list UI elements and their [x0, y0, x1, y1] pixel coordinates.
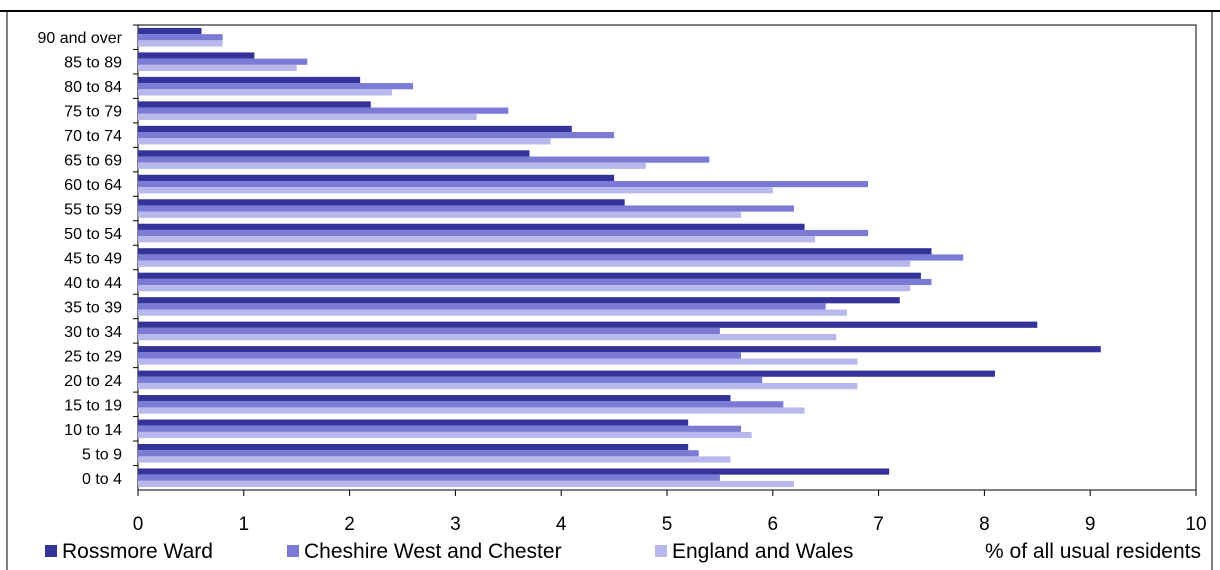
bar-1-17 — [138, 450, 699, 457]
bar-2-4 — [138, 138, 551, 145]
bar-2-6 — [138, 187, 773, 194]
x-tick-label: 3 — [450, 514, 461, 535]
bar-1-10 — [138, 278, 932, 286]
bar-0-13 — [138, 346, 1101, 353]
bar-0-8 — [138, 223, 805, 230]
category-label: 25 to 29 — [64, 348, 122, 365]
bar-1-4 — [138, 132, 615, 139]
category-label: 65 to 69 — [64, 153, 122, 170]
bar-0-16 — [138, 419, 689, 426]
bar-0-10 — [138, 272, 921, 279]
bar-1-3 — [138, 107, 509, 114]
bar-0-1 — [138, 52, 255, 59]
category-label: 20 to 24 — [64, 373, 122, 390]
bar-2-1 — [138, 64, 297, 72]
bar-2-0 — [138, 40, 223, 47]
bar-0-3 — [138, 101, 371, 108]
bar-2-18 — [138, 480, 794, 488]
category-label: 75 to 79 — [64, 104, 122, 121]
bar-1-7 — [138, 205, 794, 212]
bar-2-16 — [138, 431, 752, 439]
bar-2-14 — [138, 382, 858, 390]
category-label: 50 to 54 — [64, 226, 122, 243]
category-label: 55 to 59 — [64, 202, 122, 219]
category-label: 80 to 84 — [64, 79, 122, 96]
category-label: 10 to 14 — [64, 422, 122, 439]
x-tick-label: 9 — [1085, 514, 1096, 535]
bar-1-9 — [138, 254, 964, 261]
x-tick-label: 6 — [768, 514, 779, 535]
category-label: 85 to 89 — [64, 55, 122, 72]
bar-0-4 — [138, 125, 572, 133]
bar-0-6 — [138, 174, 615, 181]
bar-0-14 — [138, 370, 995, 377]
x-axis-label: % of all usual residents — [985, 540, 1201, 563]
bar-1-16 — [138, 425, 742, 432]
bar-2-5 — [138, 162, 646, 169]
bar-2-17 — [138, 456, 731, 463]
x-tick-label: 1 — [239, 514, 250, 535]
bar-2-13 — [138, 358, 858, 365]
bar-2-8 — [138, 236, 816, 243]
bars-group — [138, 27, 1101, 488]
category-label: 0 to 4 — [82, 471, 122, 488]
x-tick-label: 0 — [133, 514, 144, 535]
bar-1-2 — [138, 83, 414, 90]
bar-0-9 — [138, 248, 932, 255]
legend-swatch-2 — [655, 545, 667, 557]
bar-1-11 — [138, 303, 826, 310]
x-tick-label: 4 — [556, 514, 567, 535]
legend: Rossmore Ward Cheshire West and Chester En… — [45, 540, 853, 563]
x-axis-ticks: 0 1 2 3 4 5 6 7 8 9 10 — [133, 490, 1207, 535]
legend-swatch-0 — [45, 545, 57, 557]
category-label: 15 to 19 — [64, 397, 122, 414]
bar-1-0 — [138, 34, 223, 41]
category-label: 45 to 49 — [64, 251, 122, 268]
bar-1-14 — [138, 376, 763, 383]
bar-2-2 — [138, 89, 392, 96]
legend-label-2: England and Wales — [672, 540, 853, 563]
category-label: 40 to 44 — [64, 275, 122, 292]
legend-swatch-1 — [287, 545, 299, 557]
bar-1-5 — [138, 156, 710, 163]
category-label: 90 and over — [37, 30, 122, 47]
category-label: 60 to 64 — [64, 177, 122, 194]
category-label: 70 to 74 — [64, 128, 122, 145]
x-tick-label: 8 — [979, 514, 990, 535]
bar-0-15 — [138, 395, 731, 402]
legend-label-1: Cheshire West and Chester — [304, 540, 562, 563]
bar-2-12 — [138, 334, 837, 341]
x-tick-label: 10 — [1185, 514, 1206, 535]
x-tick-label: 2 — [344, 514, 355, 535]
category-labels: 90 and over 85 to 89 80 to 84 75 to 79 70 to… — [37, 24, 138, 488]
bar-0-7 — [138, 199, 625, 206]
category-label: 35 to 39 — [64, 299, 122, 316]
bar-0-5 — [138, 150, 530, 157]
bar-1-13 — [138, 352, 742, 359]
bar-2-11 — [138, 309, 847, 316]
bar-0-18 — [138, 468, 890, 475]
bar-0-11 — [138, 297, 900, 304]
legend-label-0: Rossmore Ward — [62, 540, 213, 563]
bar-1-15 — [138, 401, 784, 408]
bar-0-2 — [138, 76, 361, 84]
bar-1-12 — [138, 327, 720, 335]
bar-2-10 — [138, 285, 911, 292]
bar-1-6 — [138, 180, 869, 188]
bar-0-17 — [138, 443, 689, 451]
bar-2-3 — [138, 113, 477, 120]
bar-0-12 — [138, 321, 1038, 328]
bar-2-15 — [138, 407, 805, 414]
bar-2-7 — [138, 211, 742, 218]
category-label: 5 to 9 — [82, 446, 122, 463]
bar-1-8 — [138, 229, 869, 237]
bar-1-18 — [138, 474, 720, 481]
bar-2-9 — [138, 260, 911, 267]
bar-0-0 — [138, 27, 202, 35]
category-label: 30 to 34 — [64, 324, 122, 341]
x-tick-label: 7 — [873, 514, 884, 535]
x-tick-label: 5 — [662, 514, 673, 535]
bar-1-1 — [138, 58, 308, 65]
